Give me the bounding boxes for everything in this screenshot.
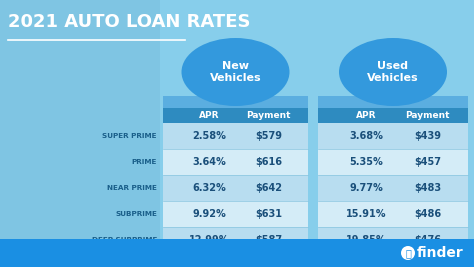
- Ellipse shape: [339, 38, 447, 106]
- Text: 2021 AUTO LOAN RATES: 2021 AUTO LOAN RATES: [8, 13, 250, 31]
- Text: 15.91%: 15.91%: [346, 209, 386, 219]
- FancyBboxPatch shape: [318, 149, 468, 175]
- Text: $476: $476: [414, 235, 441, 245]
- Text: Source: Experian's State of the Automotive Finance Market Report – Q3 2021: Source: Experian's State of the Automoti…: [221, 258, 410, 263]
- Text: $439: $439: [414, 131, 441, 141]
- Text: PRIME: PRIME: [132, 159, 157, 165]
- Text: Payment: Payment: [246, 111, 291, 120]
- Text: $616: $616: [255, 157, 283, 167]
- Text: 19.85%: 19.85%: [346, 235, 386, 245]
- Text: $587: $587: [255, 235, 283, 245]
- Text: $486: $486: [414, 209, 441, 219]
- Text: APR: APR: [199, 111, 219, 120]
- Text: $457: $457: [414, 157, 441, 167]
- Text: 5.35%: 5.35%: [349, 157, 383, 167]
- Text: NEAR PRIME: NEAR PRIME: [107, 185, 157, 191]
- Text: 12.99%: 12.99%: [189, 235, 229, 245]
- Ellipse shape: [182, 38, 290, 106]
- Text: New
Vehicles: New Vehicles: [210, 61, 261, 83]
- Text: 6.32%: 6.32%: [192, 183, 226, 193]
- Text: $631: $631: [255, 209, 283, 219]
- Text: $483: $483: [414, 183, 441, 193]
- FancyBboxPatch shape: [163, 96, 308, 108]
- Text: 9.92%: 9.92%: [192, 209, 226, 219]
- Text: $579: $579: [255, 131, 283, 141]
- FancyBboxPatch shape: [163, 108, 308, 123]
- FancyBboxPatch shape: [163, 123, 308, 149]
- Text: APR: APR: [356, 111, 376, 120]
- FancyBboxPatch shape: [318, 108, 468, 123]
- FancyBboxPatch shape: [0, 239, 474, 267]
- Text: SUPER PRIME: SUPER PRIME: [102, 133, 157, 139]
- Text: 9.77%: 9.77%: [349, 183, 383, 193]
- FancyBboxPatch shape: [163, 149, 308, 175]
- FancyBboxPatch shape: [318, 108, 468, 253]
- Text: 2.58%: 2.58%: [192, 131, 227, 141]
- FancyBboxPatch shape: [318, 175, 468, 201]
- Text: finder: finder: [417, 246, 464, 260]
- FancyBboxPatch shape: [318, 96, 468, 108]
- Text: 3.68%: 3.68%: [349, 131, 383, 141]
- FancyBboxPatch shape: [318, 201, 468, 227]
- FancyBboxPatch shape: [163, 201, 308, 227]
- Text: 3.64%: 3.64%: [192, 157, 226, 167]
- FancyBboxPatch shape: [163, 108, 308, 253]
- Text: ⌕: ⌕: [405, 248, 411, 258]
- Text: Used
Vehicles: Used Vehicles: [367, 61, 419, 83]
- FancyBboxPatch shape: [318, 123, 468, 149]
- FancyBboxPatch shape: [318, 227, 468, 253]
- FancyBboxPatch shape: [163, 227, 308, 253]
- Text: DEEP SUBPRIME: DEEP SUBPRIME: [91, 237, 157, 243]
- Text: $642: $642: [255, 183, 283, 193]
- FancyBboxPatch shape: [163, 175, 308, 201]
- FancyBboxPatch shape: [0, 0, 160, 267]
- Text: SUBPRIME: SUBPRIME: [115, 211, 157, 217]
- Text: Payment: Payment: [405, 111, 450, 120]
- Circle shape: [401, 246, 415, 260]
